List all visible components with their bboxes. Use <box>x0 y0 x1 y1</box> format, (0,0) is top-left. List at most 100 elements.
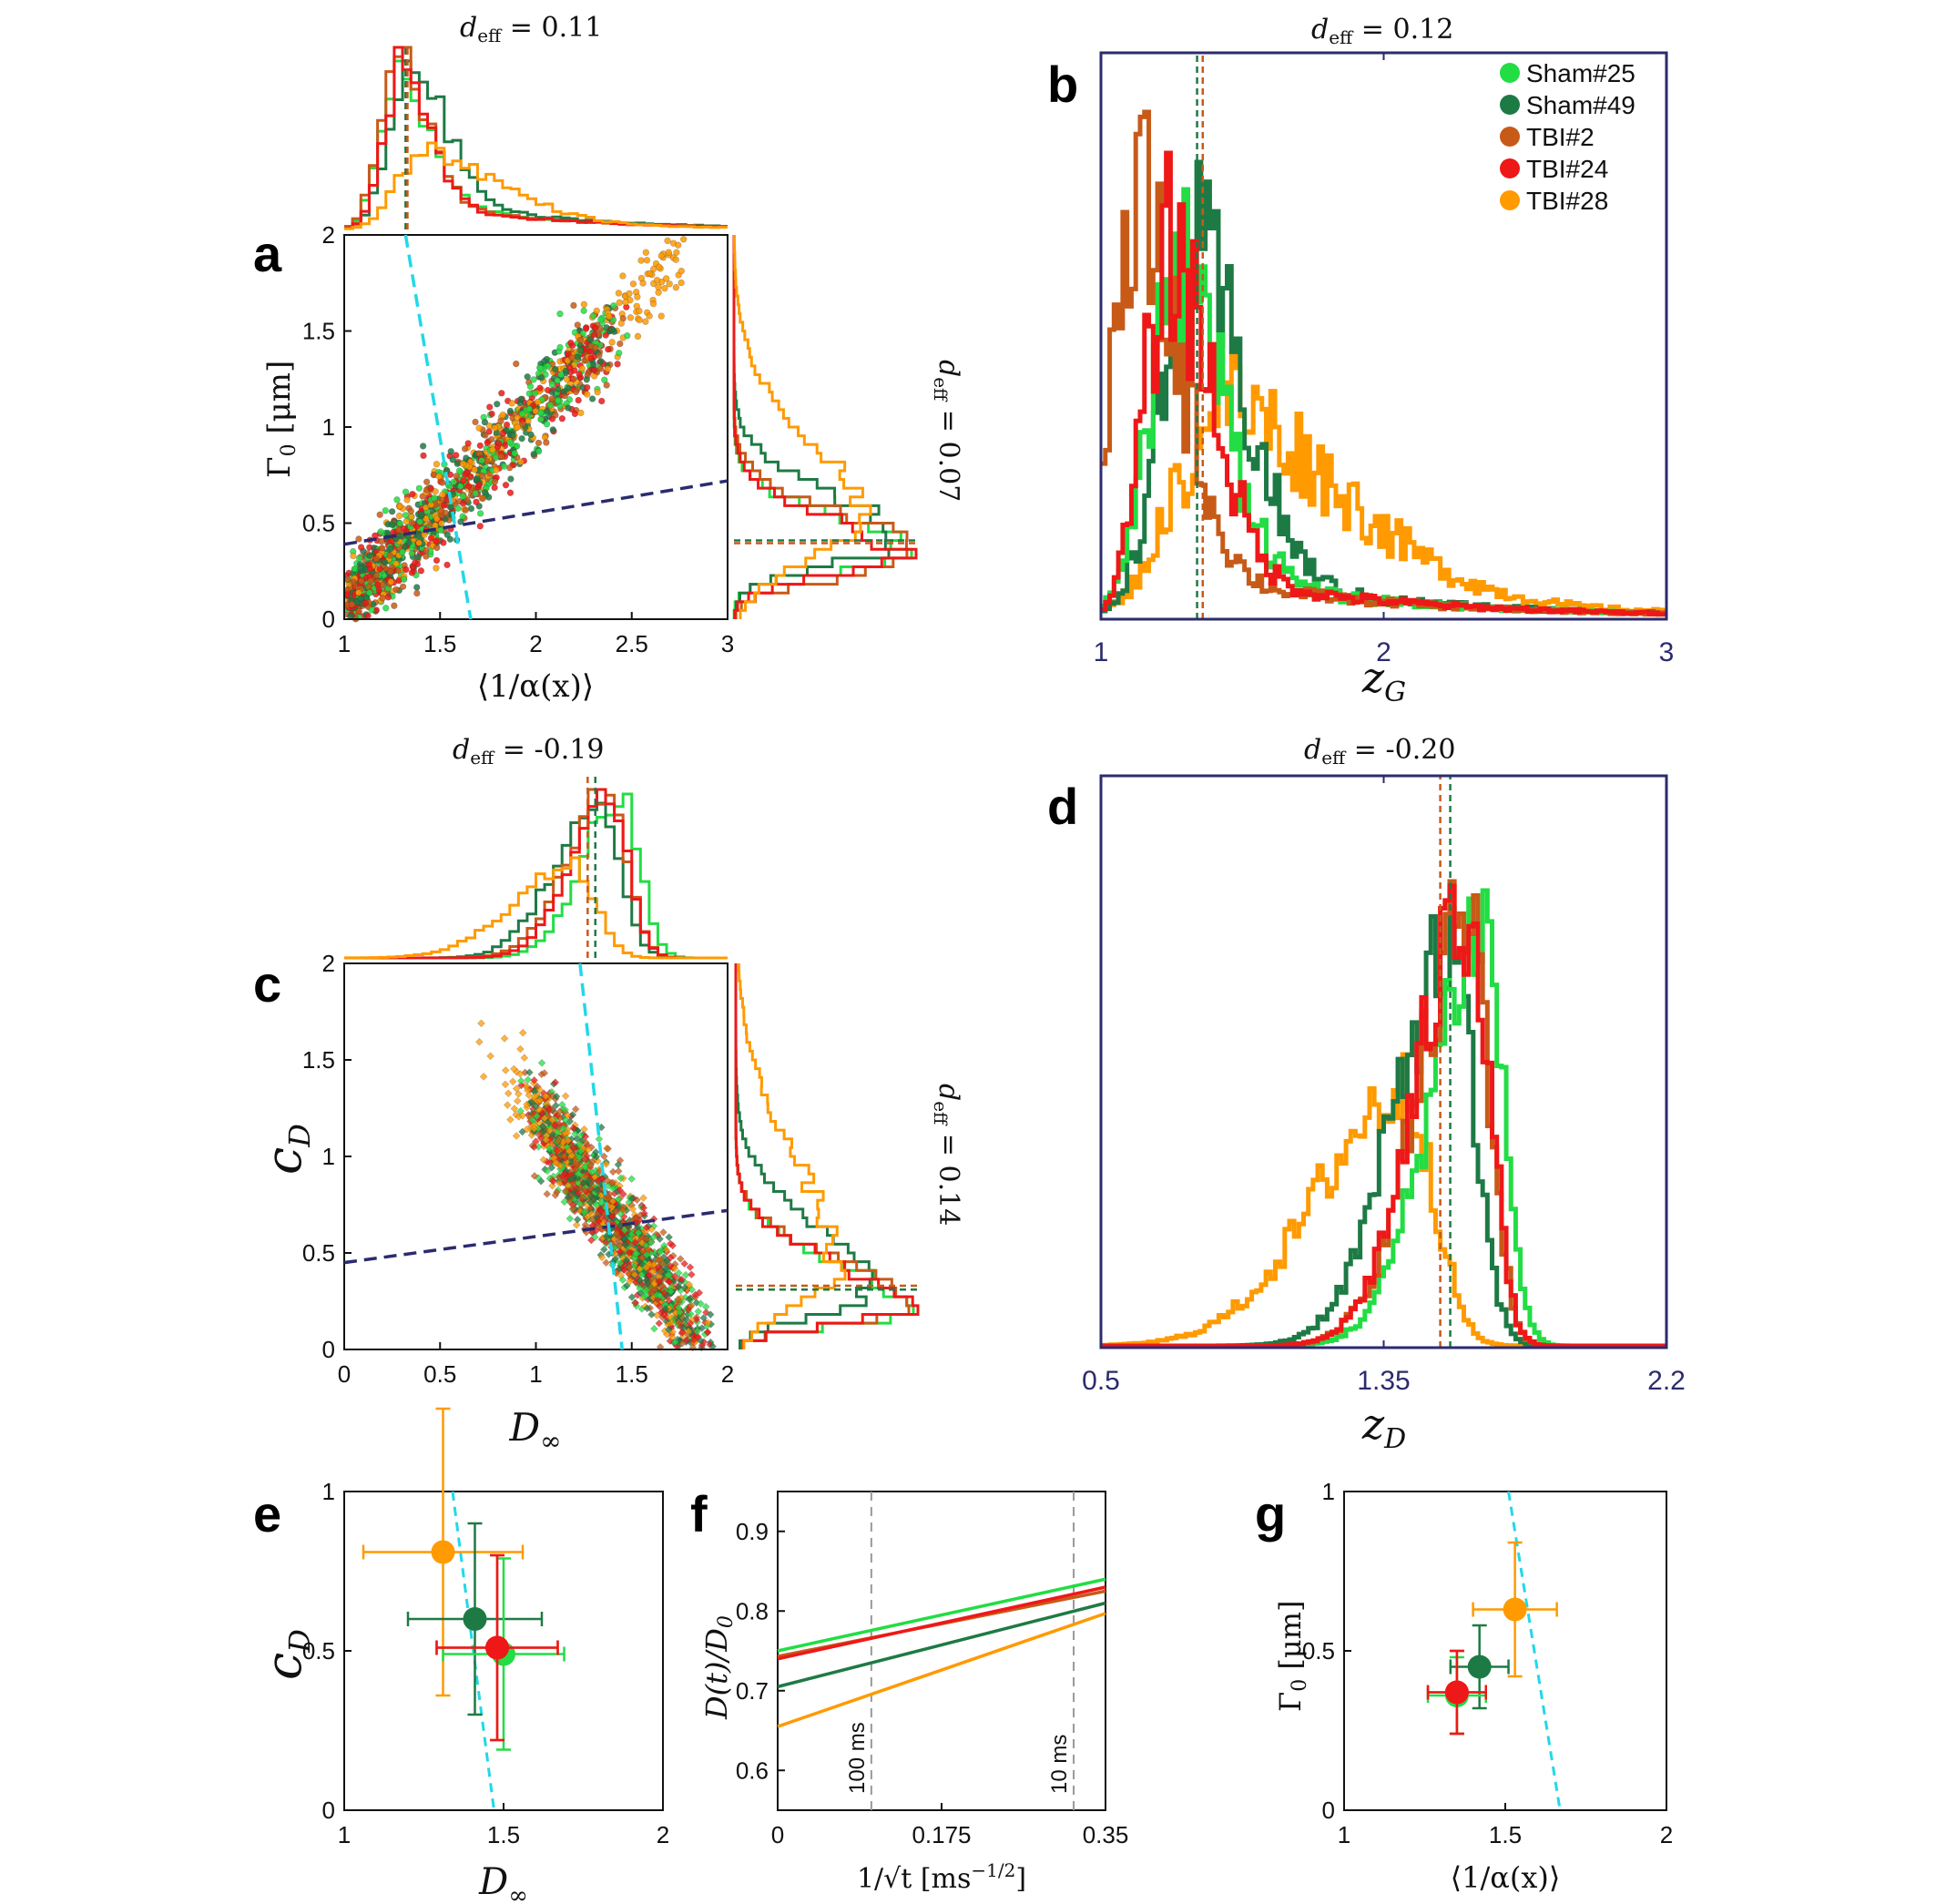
scatter-point <box>554 397 562 404</box>
scatter-point <box>498 390 505 397</box>
scatter-point <box>447 504 455 511</box>
scatter-point <box>402 565 410 574</box>
scatter-point <box>414 553 422 561</box>
c-top-histograms <box>344 774 728 960</box>
scatter-point <box>530 376 537 383</box>
legend-label: TBI#28 <box>1526 187 1608 215</box>
scatter-point <box>481 489 489 496</box>
scatter-point <box>563 376 571 383</box>
scatter-point <box>626 290 633 298</box>
x-tick-label: 1 <box>529 1360 542 1388</box>
scatter-point <box>402 488 410 495</box>
scatter-point <box>357 565 364 572</box>
scatter-point <box>649 300 657 308</box>
x-tick-label: 1 <box>338 630 351 657</box>
scatter-point <box>387 568 394 575</box>
deff-label-d: deff = -0.20 <box>1304 734 1455 769</box>
right-histogram-TBI#28 <box>732 235 872 619</box>
scatter-point <box>554 377 561 384</box>
scatter-point <box>461 445 469 453</box>
scatter-point <box>368 606 375 614</box>
scatter-point <box>471 466 478 473</box>
scatter-point <box>382 605 390 612</box>
x-tick-label: 2 <box>529 630 542 657</box>
scatter-point <box>608 326 616 333</box>
scatter-point <box>453 452 460 459</box>
scatter-point <box>583 383 591 392</box>
scatter-point <box>674 241 682 249</box>
scatter-point <box>603 382 610 389</box>
scatter-point <box>416 518 423 525</box>
legend-label: Sham#49 <box>1526 91 1635 119</box>
scatter-point <box>634 293 641 300</box>
scatter-point <box>514 423 522 431</box>
scatter-point <box>347 612 354 620</box>
scatter-point <box>536 384 544 392</box>
scatter-point <box>476 523 484 530</box>
scatter-point <box>467 504 475 513</box>
scatter-point <box>580 300 588 309</box>
panel-f: f 100 ms 10 ms 0 0.175 0.35 0.6 0.7 0.8 0.9 D(t… <box>690 1485 1128 1895</box>
y-tick-label: 1 <box>1322 1478 1335 1505</box>
scatter-point <box>588 395 596 402</box>
scatter-point <box>376 565 383 573</box>
scatter-point <box>388 508 396 515</box>
right-histogram-Sham#49 <box>734 963 874 1349</box>
scatter-point <box>574 353 581 361</box>
scatter-point <box>657 252 665 260</box>
deff-label-b: deff = 0.12 <box>1311 14 1453 48</box>
x-tick-label: 2 <box>1660 1821 1673 1848</box>
x-tick-label: 0.175 <box>912 1821 971 1848</box>
point-TBI#28 <box>1503 1597 1527 1622</box>
scatter-point <box>442 509 450 517</box>
scatter-point <box>624 331 631 340</box>
scatter-point <box>614 361 621 368</box>
scatter-point <box>419 443 427 450</box>
scatter-point <box>615 350 623 357</box>
scatter-point <box>375 586 383 594</box>
scatter-point <box>400 575 408 583</box>
scatter-point <box>525 405 534 412</box>
scatter-point <box>362 599 370 607</box>
y-tick-label: 2 <box>322 221 335 249</box>
y-tick-label: 0 <box>322 1336 335 1363</box>
scatter-point <box>614 1166 623 1176</box>
scatter-point <box>525 1068 534 1077</box>
scatter-point <box>594 388 601 396</box>
scatter-point <box>343 575 352 583</box>
e-ylabel: cD <box>255 1629 317 1680</box>
scatter-point <box>413 589 421 597</box>
scatter-point <box>598 397 606 405</box>
d-xlabel: zD <box>1361 1400 1406 1455</box>
panel-d: d deff = -0.20 0.5 1.35 2.2 zD <box>1047 734 1686 1455</box>
right-histogram-TBI#24 <box>734 963 920 1349</box>
scatter-point <box>433 544 441 552</box>
y-tick-label: 1 <box>322 1478 335 1505</box>
scatter-point <box>516 1044 525 1054</box>
scatter-point <box>500 1034 509 1043</box>
scatter-point <box>479 494 486 503</box>
scatter-point <box>387 545 394 553</box>
scatter-point <box>493 466 500 473</box>
scatter-point <box>463 469 471 476</box>
scatter-point <box>433 461 441 468</box>
scatter-point <box>355 589 362 596</box>
scatter-point <box>399 548 406 556</box>
scatter-point <box>438 520 445 527</box>
scatter-point <box>478 456 485 464</box>
scatter-point <box>573 1216 582 1224</box>
scatter-point <box>543 1189 552 1198</box>
scatter-point <box>447 448 454 455</box>
scatter-point <box>509 432 516 439</box>
scatter-point <box>586 336 594 343</box>
panel-e: e 1 1.5 200.51 cD D∞ <box>253 1407 669 1904</box>
scatter-point <box>530 450 537 458</box>
scatter-point <box>636 307 643 315</box>
scatter-point <box>488 435 495 443</box>
y-tick-label: 1.5 <box>302 1046 335 1074</box>
scatter-point <box>399 583 407 590</box>
scatter-point <box>433 565 440 572</box>
legend-label: TBI#2 <box>1526 123 1595 151</box>
scatter-point <box>602 1258 610 1268</box>
